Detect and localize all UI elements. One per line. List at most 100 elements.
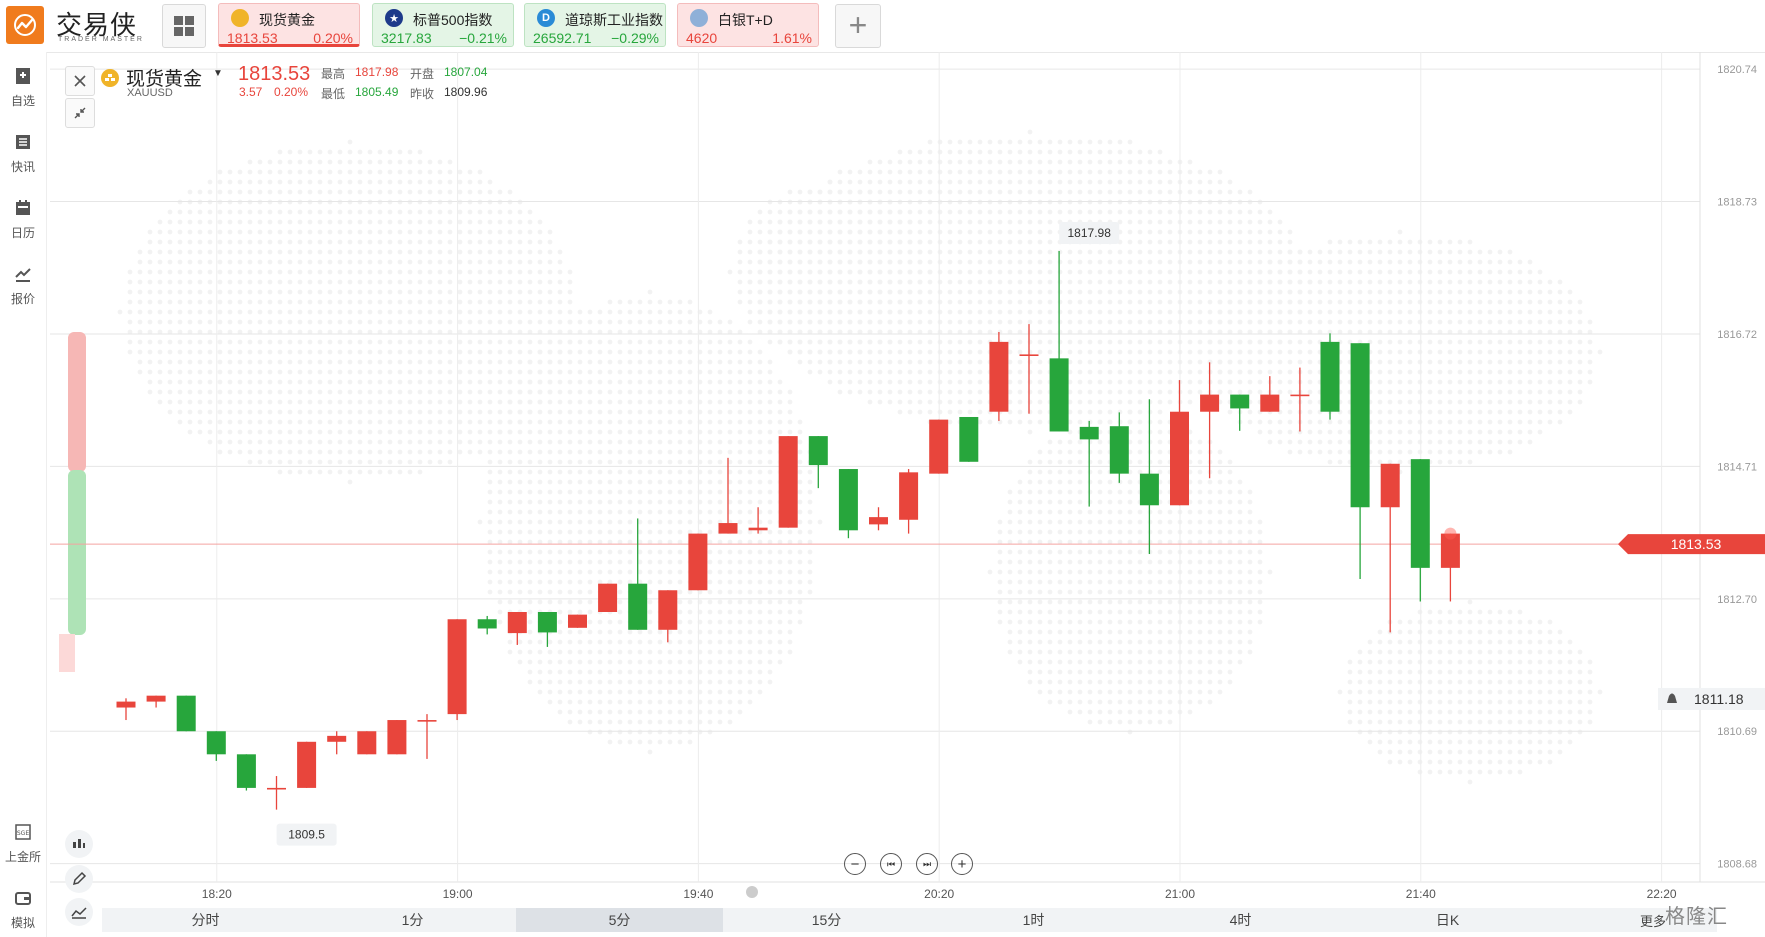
period-tab[interactable]: 4时	[1229, 912, 1252, 928]
period-tab[interactable]: 1时	[1022, 912, 1045, 928]
ticker-card[interactable]: 现货黄金 1813.53 0.20%	[218, 3, 360, 47]
zoom-in-button[interactable]: +	[951, 853, 973, 875]
candle-body	[1230, 394, 1250, 409]
candlestick-chart[interactable]: 1820.74 1818.73 1816.72 1814.71 1812.70 1810.…	[50, 52, 1765, 937]
ticker-card[interactable]: 白银T+D 4620 1.61%	[677, 3, 819, 47]
gold-coin-icon	[231, 9, 249, 27]
area-chart-icon	[71, 907, 87, 919]
grid-icon	[174, 16, 194, 36]
candle-body	[206, 731, 226, 755]
close-chart-button[interactable]	[65, 66, 95, 96]
ticker-card[interactable]: D 道琼斯工业指数 26592.71 −0.29%	[524, 3, 666, 47]
symbol-change: 3.57	[239, 85, 263, 99]
period-tab[interactable]: 分时	[191, 912, 220, 928]
x-tick-label: 19:00	[443, 887, 473, 901]
step-back-button[interactable]: ⏮	[880, 853, 902, 875]
add-ticker-button[interactable]: +	[835, 4, 881, 48]
high-label: 最高	[321, 67, 346, 81]
candle-body	[718, 523, 738, 534]
sidebar-item-news-list[interactable]: 快讯	[0, 132, 46, 175]
chart-type-button[interactable]	[65, 898, 93, 926]
candle-body	[1260, 394, 1280, 412]
sidebar-item-label: 自选	[10, 94, 35, 108]
indicator-button[interactable]	[65, 830, 93, 858]
open-value: 1807.04	[444, 65, 488, 79]
y-tick-label: 1816.72	[1717, 329, 1757, 341]
candle-body	[568, 614, 587, 628]
period-tab[interactable]: 5分	[516, 908, 723, 932]
sidebar-item-line-chart[interactable]: 报价	[0, 264, 46, 307]
candle-body	[688, 533, 708, 591]
svg-text:SGE: SGE	[17, 830, 29, 837]
brand-subtitle: TRADER MASTER	[58, 36, 144, 43]
y-tick-label: 1818.73	[1717, 197, 1757, 209]
more-periods-link[interactable]: 更多	[1640, 914, 1667, 929]
candle-body	[929, 419, 949, 474]
range-indicator-lower	[68, 470, 86, 635]
ticker-price: 1813.53	[227, 30, 278, 46]
symbol-name[interactable]: 现货黄金	[126, 69, 203, 90]
ticker-change: 1.61%	[772, 30, 812, 46]
sidebar-item-label: 日历	[10, 226, 35, 240]
wallet-icon	[15, 892, 31, 905]
y-tick-label: 1808.68	[1717, 859, 1757, 871]
bell-icon	[1667, 693, 1677, 703]
period-selector: 分时 1分 5分 15分 1时 4时 日K	[102, 908, 1717, 932]
x-tick-label: 22:20	[1647, 887, 1677, 901]
collapse-chart-button[interactable]	[65, 98, 95, 128]
world-map-background	[117, 129, 1603, 785]
current-price-tag-label: 1813.53	[1671, 536, 1722, 552]
period-tab[interactable]: 15分	[811, 912, 842, 928]
candle-body	[628, 583, 648, 630]
symbol-dropdown-icon[interactable]: ▼	[213, 68, 223, 79]
y-tick-label: 1810.69	[1717, 726, 1757, 738]
alert-price-label: 1811.18	[1694, 691, 1744, 707]
news-list-icon	[16, 135, 30, 149]
prev-close-value: 1809.96	[444, 85, 488, 99]
x-tick-label: 21:40	[1406, 887, 1436, 901]
live-dot	[1444, 527, 1457, 540]
period-tab[interactable]: 日K	[1435, 912, 1460, 928]
top-bar: 交易侠 TRADER MASTER 现货黄金 1813.53 0.20% ★ 标普500…	[0, 0, 1765, 53]
candle-body	[748, 527, 768, 531]
ticker-name: 白银T+D	[718, 12, 773, 28]
candle-body	[507, 612, 527, 634]
close-icon	[74, 75, 86, 87]
candle-body	[959, 416, 979, 462]
bookmark-add-icon	[16, 68, 30, 84]
low-label: 最低	[321, 87, 346, 101]
dow-logo-icon: D	[537, 9, 555, 27]
watermark-text: 格隆汇	[1665, 906, 1728, 928]
draw-button[interactable]	[65, 865, 93, 893]
period-tab[interactable]: 1分	[401, 912, 424, 928]
candle-body	[598, 583, 618, 612]
candle-body	[176, 695, 196, 732]
candle-body	[838, 469, 858, 531]
step-forward-button[interactable]: ⏭	[916, 853, 938, 875]
sidebar-item-calendar[interactable]: 日历	[0, 198, 46, 241]
sidebar-item-bookmark-add[interactable]: 自选	[0, 66, 46, 109]
candle-body	[1200, 394, 1220, 412]
ticker-card[interactable]: ★ 标普500指数 3217.83 −0.21%	[372, 3, 514, 47]
zoom-out-button[interactable]: −	[844, 853, 866, 875]
candle-body	[297, 741, 317, 788]
candle-body	[116, 701, 136, 708]
candle-body	[1139, 473, 1159, 506]
zoom-in-icon: +	[957, 855, 967, 873]
calendar-icon	[16, 200, 30, 215]
line-chart-icon	[15, 268, 31, 282]
symbol-price: 1813.53	[238, 63, 311, 85]
x-tick-label: 18:20	[202, 887, 232, 901]
candle-body	[236, 754, 256, 788]
sidebar-item-wallet[interactable]: 模拟	[0, 888, 46, 931]
range-indicator-tip	[59, 634, 75, 672]
sidebar-item-sge-logo[interactable]: SGE 上金所	[0, 822, 46, 865]
candle-body	[1440, 533, 1460, 568]
alert-price-tag	[1658, 687, 1765, 710]
y-tick-label: 1814.71	[1717, 461, 1757, 473]
max-annotation-label: 1817.98	[1068, 226, 1112, 240]
candle-body	[537, 612, 557, 633]
symbol-change-pct: 0.20%	[274, 85, 309, 99]
layout-grid-button[interactable]	[162, 4, 206, 48]
candle-body	[387, 720, 407, 755]
